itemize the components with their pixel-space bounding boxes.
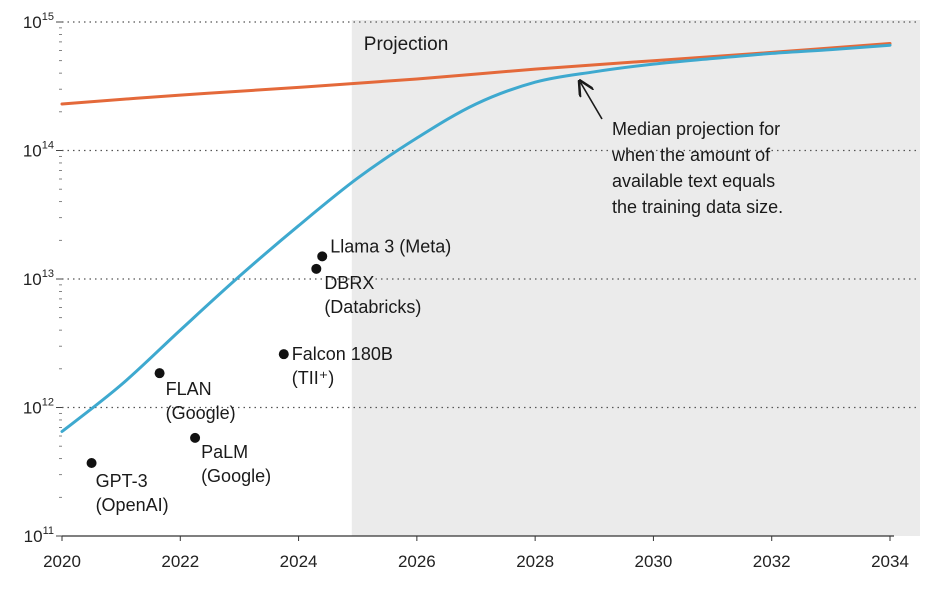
model-label: (OpenAI) (96, 495, 169, 515)
y-tick-base: 10 (23, 399, 42, 418)
annotation-line: the training data size. (612, 197, 783, 217)
y-tick-base: 10 (23, 13, 42, 32)
x-tick-label: 2022 (161, 552, 199, 571)
x-tick-label: 2024 (280, 552, 318, 571)
y-tick-base: 10 (23, 270, 42, 289)
model-label: (Databricks) (324, 297, 421, 317)
y-tick-exponent: 13 (42, 268, 54, 280)
y-tick-label: 1014 (23, 140, 54, 161)
x-tick-label: 2028 (516, 552, 554, 571)
y-tick-label: 1015 (23, 11, 54, 32)
annotation-arrow (581, 82, 603, 120)
projection-label: Projection (364, 34, 449, 55)
model-label: PaLM (201, 442, 248, 462)
x-tick-label: 2034 (871, 552, 909, 571)
model-label: (TII⁺) (292, 368, 335, 388)
annotation-line: when the amount of (611, 145, 771, 165)
y-tick-exponent: 11 (43, 525, 54, 537)
y-tick-exponent: 12 (42, 397, 54, 409)
model-label: DBRX (324, 273, 374, 293)
model-label: Falcon 180B (292, 344, 393, 364)
y-tick-label: 1011 (24, 525, 54, 546)
model-point (278, 349, 289, 360)
model-label: GPT-3 (96, 471, 148, 491)
y-tick-exponent: 14 (42, 140, 54, 152)
blue-series-line (60, 43, 892, 433)
model-point (311, 263, 322, 274)
y-tick-label: 1012 (23, 397, 54, 418)
model-label: (Google) (166, 403, 236, 423)
model-label: Llama 3 (Meta) (330, 236, 451, 256)
x-tick-label: 2020 (43, 552, 81, 571)
model-point (154, 368, 165, 379)
model-point (86, 457, 97, 468)
x-tick-label: 2026 (398, 552, 436, 571)
x-tick-label: 2030 (635, 552, 673, 571)
x-tick-label: 2032 (753, 552, 791, 571)
annotation-line: available text equals (612, 171, 775, 191)
y-tick-base: 10 (24, 527, 43, 546)
model-label: (Google) (201, 466, 271, 486)
projection-region (351, 20, 920, 536)
y-tick-base: 10 (23, 142, 42, 161)
model-point (317, 251, 328, 262)
model-point (190, 432, 201, 443)
annotation-line: Median projection for (612, 119, 780, 139)
y-tick-label: 1013 (23, 268, 54, 289)
y-tick-exponent: 15 (42, 11, 54, 23)
model-label: FLAN (166, 379, 212, 399)
